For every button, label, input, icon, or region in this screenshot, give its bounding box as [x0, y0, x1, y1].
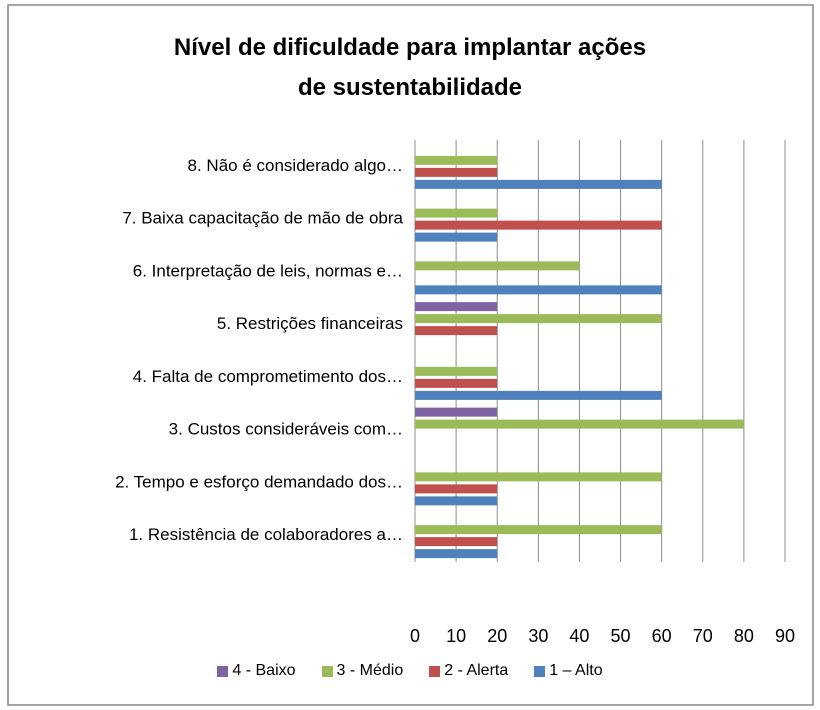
bar — [415, 419, 744, 429]
bar — [415, 261, 580, 271]
bar — [415, 302, 498, 312]
bar — [415, 326, 498, 336]
legend-label: 2 - Alerta — [444, 662, 509, 679]
y-tick-label: 1. Resistência de colaboradores a… — [129, 525, 403, 544]
bar — [415, 179, 662, 189]
legend-label: 1 – Alto — [549, 662, 603, 679]
x-tick-label: 20 — [487, 626, 507, 646]
y-tick-label: 7. Baixa capacitação de mão de obra — [122, 209, 403, 228]
x-tick-label: 90 — [775, 626, 795, 646]
bar — [415, 390, 662, 400]
chart-title: Nível de dificuldade para implantar açõe… — [173, 34, 647, 101]
legend-swatch — [429, 665, 441, 677]
x-tick-label: 10 — [446, 626, 466, 646]
legend-item: 2 - Alerta — [429, 662, 508, 680]
bar — [415, 472, 662, 482]
x-tick-label: 70 — [693, 626, 713, 646]
bar — [415, 366, 498, 376]
bar — [415, 167, 498, 177]
legend-swatch — [217, 665, 229, 677]
x-tick-label: 40 — [569, 626, 589, 646]
x-tick-label: 50 — [611, 626, 631, 646]
y-tick-label: 4. Falta de comprometimento dos… — [133, 367, 403, 386]
legend-swatch — [321, 665, 333, 677]
x-tick-label: 0 — [410, 626, 420, 646]
x-tick-label: 60 — [652, 626, 672, 646]
y-tick-label: 2. Tempo e esforço demandado dos… — [115, 472, 403, 491]
bar — [415, 314, 662, 324]
legend-item: 4 - Baixo — [217, 662, 296, 680]
y-tick-label: 3. Custos consideráveis com… — [169, 420, 403, 439]
legend-swatch — [534, 665, 546, 677]
bar — [415, 549, 498, 559]
y-tick-label: 6. Interpretação de leis, normas e… — [133, 261, 403, 280]
bar — [415, 232, 498, 242]
y-tick-label: 8. Não é considerado algo… — [188, 156, 403, 175]
legend-label: 4 - Baixo — [232, 662, 296, 679]
legend: 4 - Baixo 3 - Médio 2 - Alerta 1 – Alto — [0, 662, 820, 680]
legend-item: 3 - Médio — [321, 662, 404, 680]
legend-label: 3 - Médio — [336, 662, 404, 679]
bar — [415, 208, 498, 218]
bar — [415, 407, 498, 417]
y-tick-label: 5. Restrições financeiras — [217, 314, 403, 333]
bar — [415, 285, 662, 295]
bar — [415, 155, 498, 165]
bar — [415, 378, 498, 388]
bar — [415, 525, 662, 535]
bar — [415, 484, 498, 494]
chart-border — [7, 4, 814, 706]
legend-item: 1 – Alto — [534, 662, 603, 680]
bar — [415, 496, 498, 506]
bar — [415, 220, 662, 230]
x-tick-label: 30 — [528, 626, 548, 646]
x-tick-label: 80 — [734, 626, 754, 646]
bar — [415, 537, 498, 547]
